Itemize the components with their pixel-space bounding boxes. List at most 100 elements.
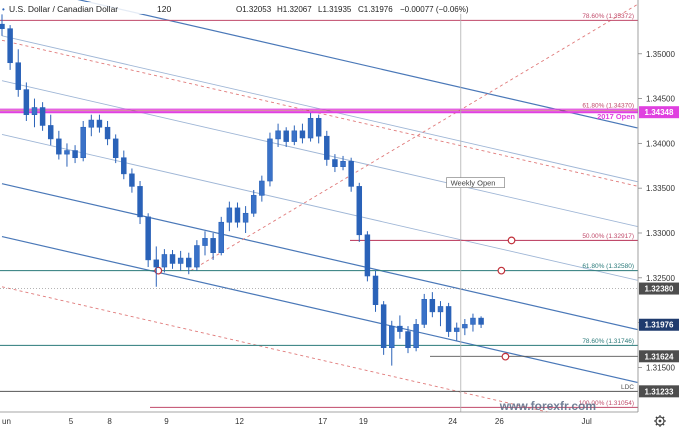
candle[interactable]: [210, 232, 216, 260]
candle[interactable]: [96, 114, 103, 133]
level-label-5: 78.60% (1.31746): [582, 338, 634, 345]
ytick-label-5: 1.32500: [646, 274, 675, 283]
candle[interactable]: [283, 127, 289, 147]
candle[interactable]: [56, 130, 62, 160]
xtick-label-5: 17: [318, 417, 327, 426]
price-tag-3[interactable]: 1.31624: [645, 352, 674, 361]
candle[interactable]: [267, 132, 273, 187]
candle[interactable]: [64, 143, 70, 167]
candle[interactable]: [121, 150, 127, 180]
candle-body: [397, 325, 403, 332]
candle[interactable]: [177, 250, 184, 271]
candle[interactable]: [23, 82, 30, 121]
xtick-label-4: 12: [235, 417, 244, 426]
candle[interactable]: [104, 120, 111, 146]
candle[interactable]: [462, 319, 468, 336]
candle[interactable]: [429, 292, 436, 318]
candle-body: [56, 138, 62, 155]
candle[interactable]: [348, 157, 354, 192]
candle[interactable]: [161, 249, 168, 273]
annotations: Weekly Open www.forexfr.com: [446, 177, 596, 413]
candle[interactable]: [332, 154, 338, 173]
candle[interactable]: [250, 189, 257, 217]
candle[interactable]: [31, 98, 38, 128]
candle[interactable]: [299, 123, 306, 144]
candle[interactable]: [129, 168, 135, 193]
price-tag-2[interactable]: 1.31976: [645, 321, 674, 330]
candle[interactable]: [275, 123, 281, 147]
candle-body: [145, 216, 151, 261]
candlesticks[interactable]: [0, 14, 484, 366]
candle-body: [356, 186, 363, 236]
candle[interactable]: [15, 49, 21, 97]
candle[interactable]: [202, 231, 208, 256]
candle[interactable]: [186, 252, 192, 275]
candle[interactable]: [421, 293, 427, 328]
candle[interactable]: [470, 313, 476, 332]
candle[interactable]: [80, 120, 86, 162]
price-tag-0[interactable]: 1.34348: [645, 108, 674, 117]
candle-body: [340, 160, 346, 167]
gear-icon[interactable]: [654, 415, 666, 427]
price-tag-1[interactable]: 1.32380: [645, 285, 674, 294]
gear-tooth: [655, 423, 658, 426]
xtick-label-8: 26: [495, 417, 504, 426]
candle[interactable]: [242, 206, 249, 233]
candle[interactable]: [259, 175, 265, 202]
candle[interactable]: [397, 315, 403, 339]
candle[interactable]: [194, 240, 200, 271]
candle[interactable]: [478, 316, 484, 328]
candle[interactable]: [153, 246, 160, 287]
candle[interactable]: [315, 114, 322, 144]
candle[interactable]: [218, 216, 224, 256]
level-label-0: 78.60% (1.35372): [582, 13, 634, 20]
candle[interactable]: [364, 231, 371, 282]
candle[interactable]: [47, 114, 54, 146]
candle[interactable]: [7, 25, 13, 70]
candle-body: [364, 234, 371, 277]
candle-body: [121, 157, 127, 175]
xtick-label-1: 5: [69, 417, 74, 426]
candle-body: [137, 186, 143, 218]
candle[interactable]: [445, 302, 452, 337]
candle[interactable]: [324, 130, 330, 166]
candle[interactable]: [234, 202, 241, 228]
candle[interactable]: [356, 182, 363, 242]
candle[interactable]: [88, 114, 95, 137]
candle[interactable]: [72, 145, 78, 164]
candle[interactable]: [405, 326, 411, 354]
price-tag-bg-4: [639, 385, 679, 398]
candle[interactable]: [0, 14, 5, 36]
candle[interactable]: [226, 201, 233, 232]
price-tag-4[interactable]: 1.31233: [645, 387, 674, 396]
symbol-bullet-icon: •: [2, 5, 5, 14]
reference-marker-1: [507, 236, 516, 245]
candle-body: [437, 306, 444, 313]
price-tag-bg-1: [639, 282, 679, 295]
candle-body: [421, 298, 427, 325]
candle-body: [453, 327, 460, 332]
candle[interactable]: [112, 134, 119, 164]
ytick-label-1: 1.34500: [646, 95, 675, 104]
candle-body: [226, 207, 233, 223]
candle[interactable]: [372, 270, 379, 312]
candle[interactable]: [437, 301, 444, 327]
candle[interactable]: [453, 322, 460, 341]
candle[interactable]: [413, 319, 419, 352]
candle[interactable]: [137, 181, 143, 225]
candle[interactable]: [389, 320, 395, 366]
level-label-3: 50.00% (1.32917): [582, 233, 634, 240]
candle-body: [242, 212, 249, 223]
candle[interactable]: [291, 125, 298, 146]
candle-body: [47, 125, 54, 140]
candle[interactable]: [380, 301, 387, 355]
candle-body: [186, 257, 192, 268]
ytick-label-0: 1.35000: [646, 50, 675, 59]
candle[interactable]: [39, 102, 46, 131]
candle[interactable]: [169, 250, 176, 269]
candle[interactable]: [145, 213, 151, 268]
candle[interactable]: [340, 155, 346, 171]
candle[interactable]: [307, 112, 314, 142]
candle-body: [445, 306, 452, 332]
